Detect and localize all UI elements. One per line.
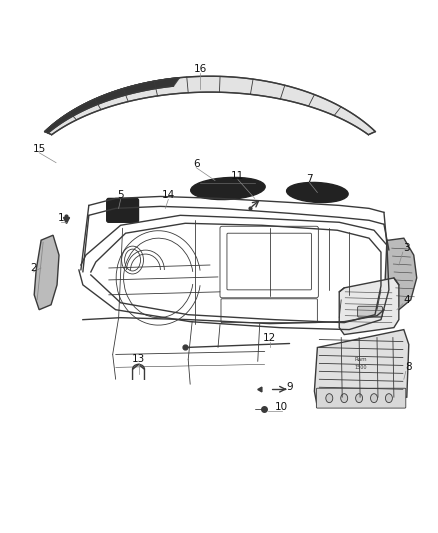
Polygon shape [45,78,180,133]
Ellipse shape [371,394,378,402]
Text: 16: 16 [194,64,207,74]
Text: 6: 6 [193,159,199,168]
Text: 5: 5 [117,190,124,200]
Ellipse shape [356,394,363,402]
Text: 1500: 1500 [355,365,367,370]
Text: 11: 11 [231,171,244,181]
Polygon shape [314,329,409,407]
Text: 15: 15 [32,144,46,154]
Text: 8: 8 [406,362,412,373]
Text: Ram: Ram [355,358,367,362]
Text: 9: 9 [286,382,293,392]
Text: 1: 1 [58,213,64,223]
Text: 13: 13 [132,354,145,365]
Text: 2: 2 [30,263,36,273]
Polygon shape [339,278,399,335]
Text: 7: 7 [306,174,313,183]
Text: 10: 10 [275,402,288,412]
Text: 4: 4 [403,295,410,305]
Text: 12: 12 [263,333,276,343]
FancyBboxPatch shape [357,306,382,317]
FancyBboxPatch shape [107,198,138,222]
Ellipse shape [286,182,348,203]
Text: 14: 14 [162,190,175,200]
Text: 3: 3 [403,243,410,253]
Polygon shape [34,235,59,310]
Polygon shape [45,76,375,135]
Ellipse shape [326,394,333,402]
Ellipse shape [385,394,392,402]
FancyBboxPatch shape [316,388,406,408]
Ellipse shape [341,394,348,402]
Polygon shape [385,238,417,310]
Ellipse shape [191,177,265,199]
